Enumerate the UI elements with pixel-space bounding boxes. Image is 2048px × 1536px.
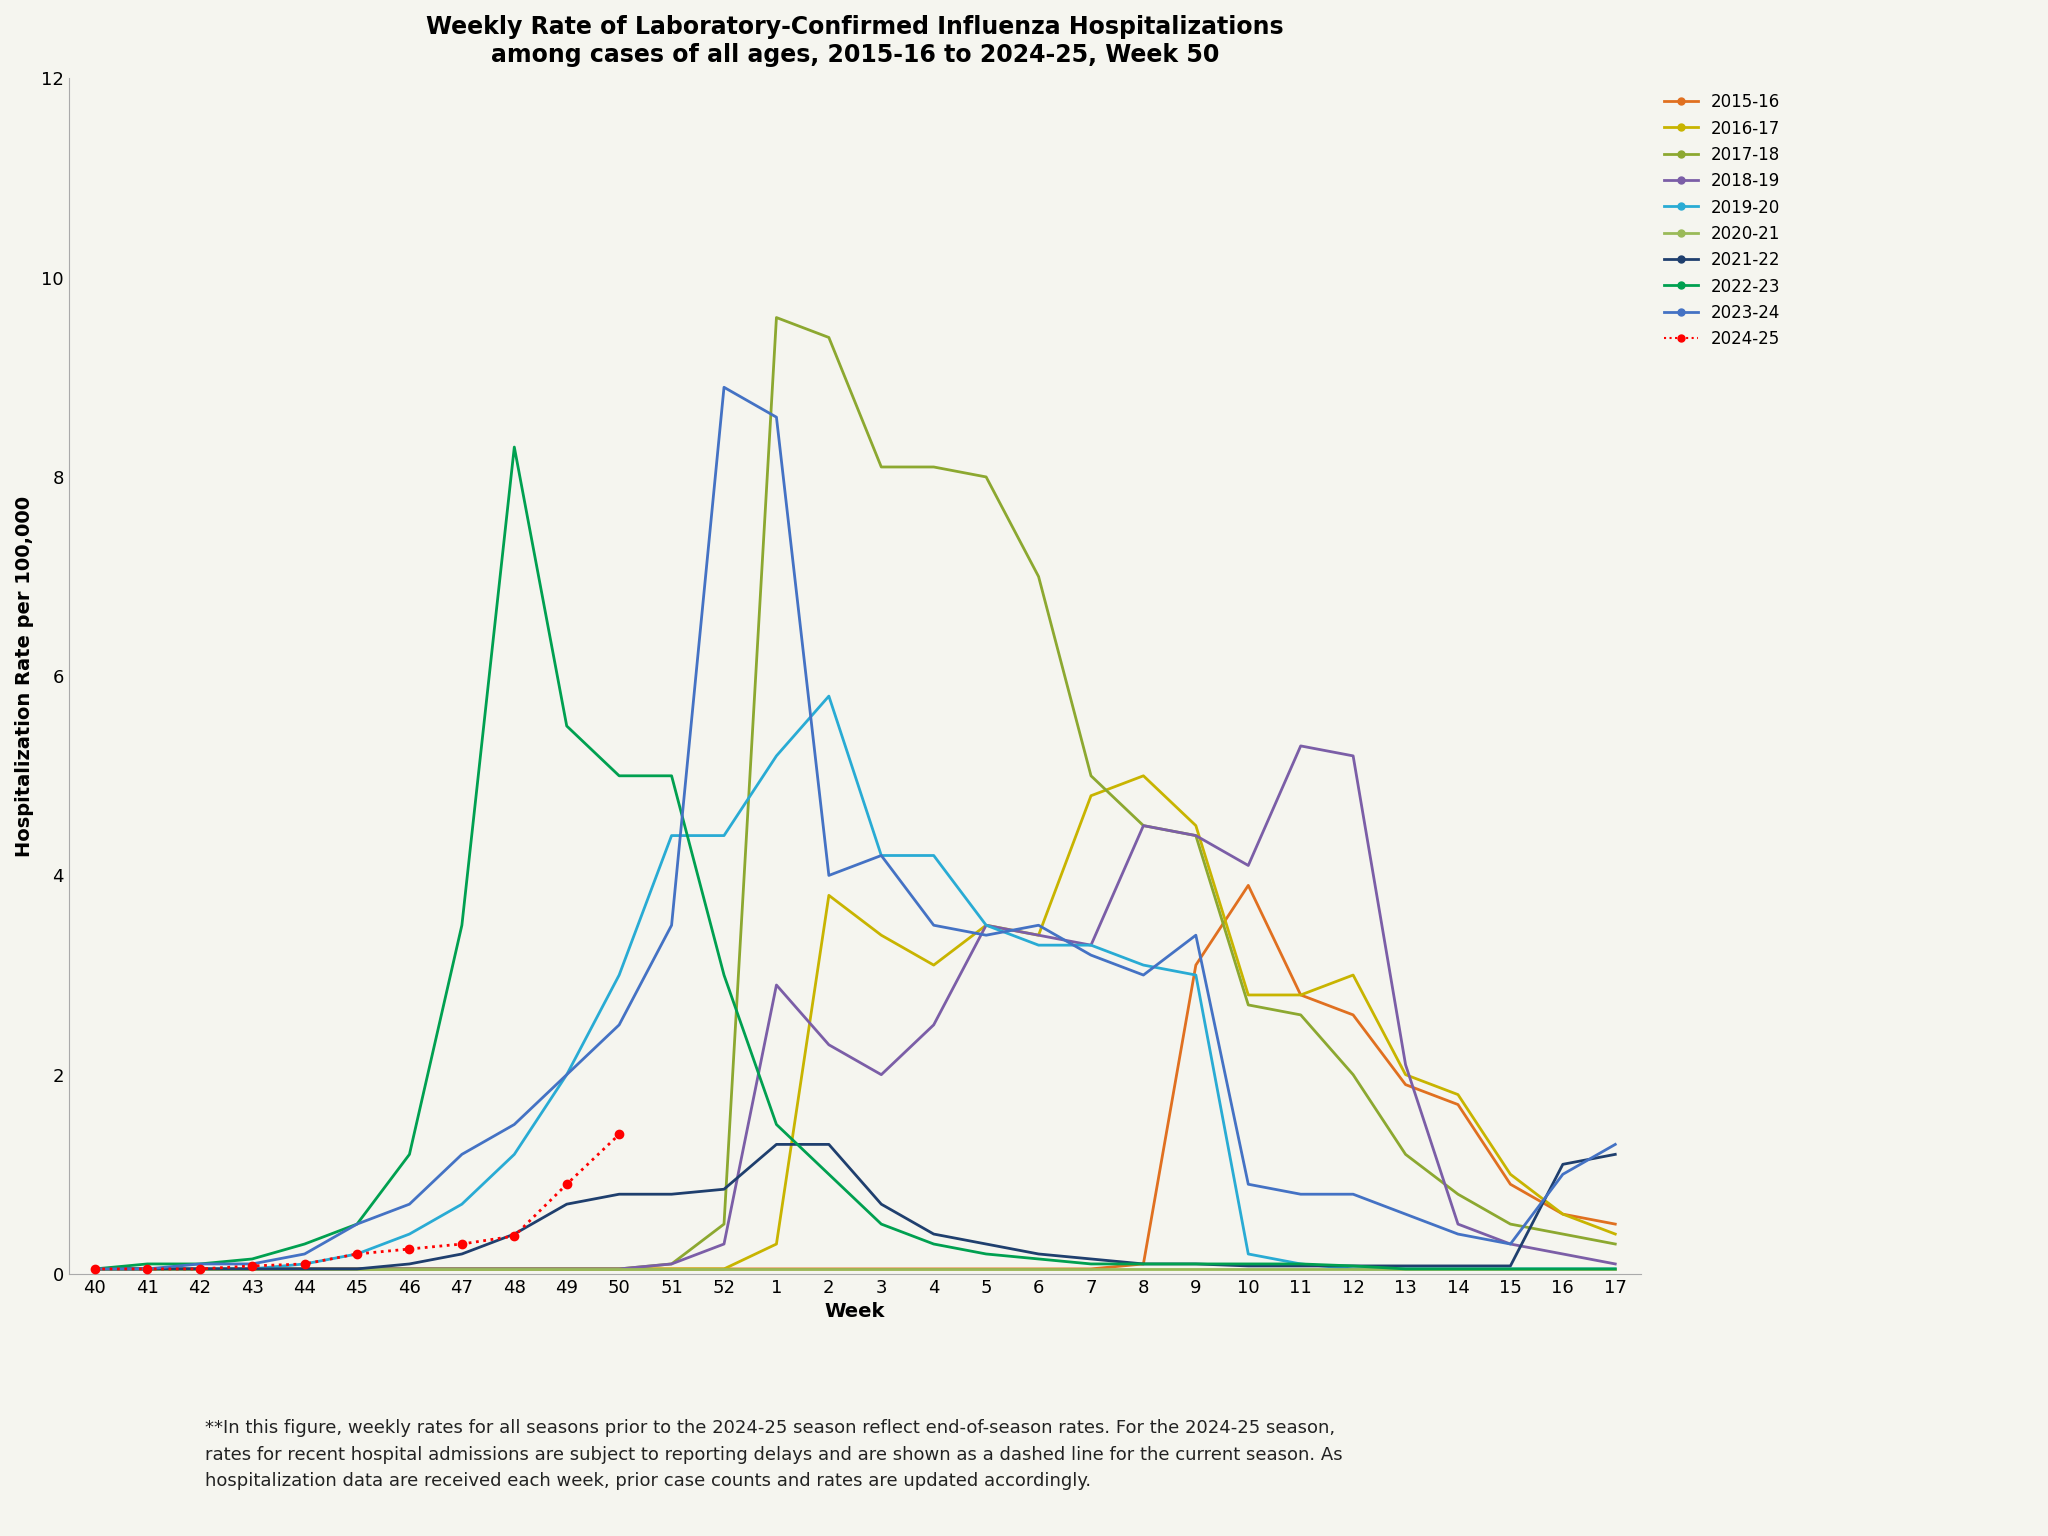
Title: Weekly Rate of Laboratory-Confirmed Influenza Hospitalizations
among cases of al: Weekly Rate of Laboratory-Confirmed Infl… [426, 15, 1284, 66]
Legend: 2015-16, 2016-17, 2017-18, 2018-19, 2019-20, 2020-21, 2021-22, 2022-23, 2023-24,: 2015-16, 2016-17, 2017-18, 2018-19, 2019… [1657, 88, 1788, 355]
X-axis label: Week: Week [825, 1303, 885, 1321]
Text: **In this figure, weekly rates for all seasons prior to the 2024-25 season refle: **In this figure, weekly rates for all s… [205, 1419, 1341, 1490]
Y-axis label: Hospitalization Rate per 100,000: Hospitalization Rate per 100,000 [14, 496, 35, 857]
